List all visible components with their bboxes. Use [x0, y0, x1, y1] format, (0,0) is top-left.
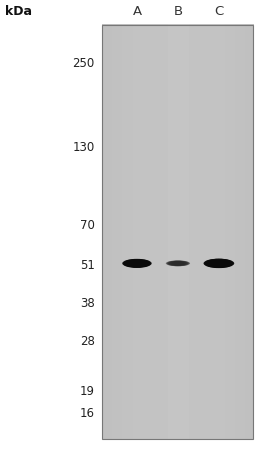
Ellipse shape: [168, 261, 187, 266]
Text: 51: 51: [80, 259, 95, 272]
Ellipse shape: [134, 261, 140, 265]
Ellipse shape: [126, 260, 148, 267]
Bar: [102, 25, 253, 439]
Ellipse shape: [127, 260, 147, 267]
Text: 16: 16: [80, 406, 95, 419]
Ellipse shape: [214, 261, 224, 266]
Ellipse shape: [216, 261, 221, 265]
Ellipse shape: [169, 261, 187, 266]
Ellipse shape: [166, 260, 189, 266]
Ellipse shape: [173, 262, 183, 265]
Ellipse shape: [213, 260, 225, 266]
Ellipse shape: [129, 260, 145, 266]
Text: 28: 28: [80, 336, 95, 348]
Ellipse shape: [207, 260, 231, 267]
Ellipse shape: [123, 259, 151, 268]
Ellipse shape: [170, 261, 185, 265]
Ellipse shape: [166, 260, 190, 266]
Text: C: C: [214, 5, 223, 18]
Ellipse shape: [130, 260, 144, 266]
Ellipse shape: [209, 260, 229, 267]
Ellipse shape: [128, 260, 146, 267]
Ellipse shape: [170, 261, 186, 265]
Ellipse shape: [210, 260, 227, 267]
Ellipse shape: [134, 261, 140, 265]
Ellipse shape: [205, 259, 232, 268]
Ellipse shape: [130, 260, 144, 266]
Text: 250: 250: [72, 58, 95, 71]
Ellipse shape: [212, 260, 226, 266]
Ellipse shape: [208, 260, 230, 267]
Ellipse shape: [131, 261, 143, 266]
Text: 38: 38: [80, 297, 95, 310]
Ellipse shape: [133, 261, 141, 265]
Text: 70: 70: [80, 219, 95, 232]
Ellipse shape: [217, 261, 221, 265]
Ellipse shape: [206, 259, 232, 268]
Ellipse shape: [124, 259, 150, 268]
Ellipse shape: [215, 261, 223, 266]
Ellipse shape: [175, 262, 181, 265]
Ellipse shape: [125, 260, 148, 267]
Text: A: A: [132, 5, 142, 18]
Ellipse shape: [172, 261, 184, 265]
Ellipse shape: [173, 261, 183, 265]
Text: 19: 19: [80, 385, 95, 398]
Ellipse shape: [211, 260, 227, 266]
Text: B: B: [173, 5, 183, 18]
Ellipse shape: [216, 261, 222, 265]
Text: 130: 130: [72, 140, 95, 154]
Ellipse shape: [209, 260, 228, 267]
Ellipse shape: [168, 261, 188, 266]
Ellipse shape: [204, 259, 233, 268]
Ellipse shape: [174, 262, 182, 265]
Ellipse shape: [122, 259, 152, 268]
Ellipse shape: [125, 260, 149, 267]
Ellipse shape: [171, 261, 185, 265]
Ellipse shape: [204, 259, 234, 268]
Ellipse shape: [167, 260, 189, 266]
Ellipse shape: [132, 261, 142, 266]
Text: kDa: kDa: [5, 5, 32, 18]
